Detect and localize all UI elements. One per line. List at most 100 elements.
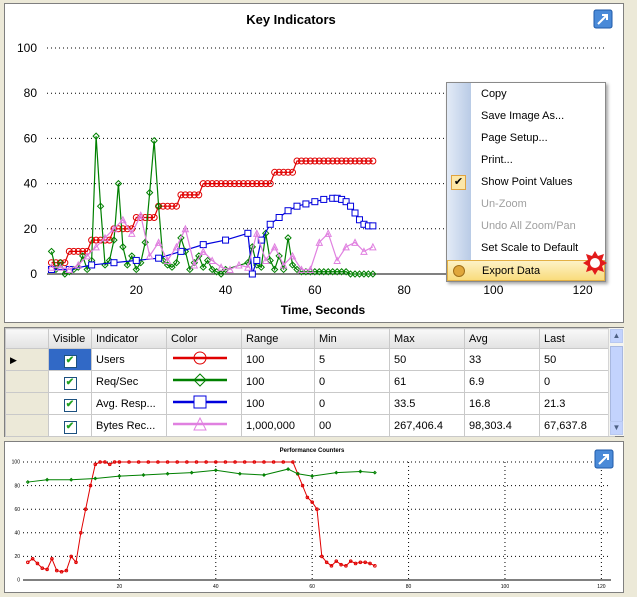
y-tick-label: 20 bbox=[14, 554, 20, 560]
data-point bbox=[351, 157, 359, 165]
data-point bbox=[293, 157, 301, 165]
row-header[interactable] bbox=[5, 370, 49, 393]
x-tick-label: 20 bbox=[130, 283, 144, 297]
table-row[interactable]: ✔ Req/Sec 100 0 61 6.9 0 bbox=[5, 370, 615, 393]
data-point bbox=[222, 180, 230, 188]
color-cell[interactable] bbox=[166, 370, 242, 393]
column-header-range[interactable]: Range bbox=[241, 328, 315, 349]
menu-item-save-image[interactable]: Save Image As... bbox=[447, 106, 605, 127]
column-header-color[interactable]: Color bbox=[166, 328, 242, 349]
data-point bbox=[93, 476, 98, 481]
data-point bbox=[208, 256, 216, 264]
visible-cell[interactable]: ✔ bbox=[48, 370, 92, 393]
last-cell: 50 bbox=[539, 348, 615, 371]
visible-cell[interactable]: ✔ bbox=[48, 414, 92, 437]
data-point bbox=[45, 567, 49, 572]
y-tick-label: 40 bbox=[14, 530, 20, 536]
visible-checkbox[interactable]: ✔ bbox=[63, 354, 77, 368]
scroll-up-icon[interactable]: ▲ bbox=[610, 329, 623, 343]
data-point bbox=[342, 157, 350, 165]
key-indicators-chart[interactable]: Key Indicators 100 80 60 40 20 0 20 40 60 80 100 1… bbox=[5, 4, 623, 322]
performance-counters-chart[interactable]: Performance Counters 100 80 60 40 20 0 20 40 60… bbox=[5, 442, 623, 592]
min-cell: 5 bbox=[314, 348, 390, 371]
data-point bbox=[175, 460, 180, 464]
column-header-min[interactable]: Min bbox=[314, 328, 390, 349]
data-point bbox=[311, 157, 319, 165]
data-point bbox=[199, 247, 208, 255]
data-point bbox=[363, 560, 367, 565]
data-point bbox=[311, 198, 319, 206]
menu-item-print[interactable]: Print... bbox=[447, 150, 605, 171]
range-cell[interactable]: 100 bbox=[241, 348, 315, 371]
scroll-thumb[interactable] bbox=[610, 346, 623, 424]
visible-checkbox[interactable]: ✔ bbox=[63, 398, 77, 412]
visible-cell[interactable]: ✔ bbox=[48, 348, 92, 371]
color-cell[interactable] bbox=[166, 392, 242, 415]
y-tick-label: 40 bbox=[24, 177, 38, 191]
column-header-max[interactable]: Max bbox=[389, 328, 465, 349]
range-cell[interactable]: 1,000,000 bbox=[241, 414, 315, 437]
menu-item-set-scale-default[interactable]: Set Scale to Default bbox=[447, 238, 605, 259]
range-cell[interactable]: 100 bbox=[241, 392, 315, 415]
table-row[interactable]: ▶ ✔ Users 100 5 50 33 50 bbox=[5, 348, 615, 371]
series-line bbox=[27, 461, 376, 573]
menu-item-export-data[interactable]: Export Data bbox=[447, 260, 605, 281]
data-point bbox=[74, 247, 82, 255]
data-point bbox=[248, 270, 256, 278]
column-header-indicator[interactable]: Indicator bbox=[91, 328, 167, 349]
column-header-visible[interactable]: Visible bbox=[48, 328, 92, 349]
data-point bbox=[338, 157, 346, 165]
visible-cell[interactable]: ✔ bbox=[48, 392, 92, 415]
avg-value: 98,303.4 bbox=[469, 419, 512, 432]
data-point bbox=[320, 554, 324, 559]
data-point bbox=[320, 195, 328, 203]
expand-icon[interactable] bbox=[593, 9, 613, 29]
avg-value: 33 bbox=[469, 353, 482, 366]
scroll-down-icon[interactable]: ▼ bbox=[610, 421, 623, 435]
data-point bbox=[334, 559, 339, 563]
data-point bbox=[79, 531, 83, 535]
data-point bbox=[324, 560, 329, 565]
data-point bbox=[163, 261, 172, 269]
max-value: 33.5 bbox=[394, 397, 416, 410]
min-value: 5 bbox=[319, 353, 326, 366]
max-cell: 61 bbox=[389, 370, 465, 393]
last-value: 21.3 bbox=[544, 397, 566, 410]
row-header[interactable] bbox=[5, 414, 49, 437]
row-header[interactable] bbox=[5, 392, 49, 415]
data-point bbox=[172, 202, 180, 210]
data-point bbox=[369, 242, 377, 251]
table-row[interactable]: ✔ Avg. Resp... 100 0 33.5 16.8 21.3 bbox=[5, 392, 615, 415]
data-point bbox=[355, 216, 363, 224]
data-point bbox=[242, 460, 247, 464]
expand-icon[interactable] bbox=[594, 449, 614, 469]
row-header[interactable]: ▶ bbox=[5, 348, 49, 371]
data-point bbox=[320, 157, 328, 165]
x-tick-label: 80 bbox=[397, 283, 411, 297]
visible-checkbox[interactable]: ✔ bbox=[63, 376, 77, 390]
data-point bbox=[342, 242, 350, 251]
color-cell[interactable] bbox=[166, 414, 242, 437]
avg-cell: 33 bbox=[464, 348, 540, 371]
range-cell[interactable]: 100 bbox=[241, 370, 315, 393]
data-point bbox=[83, 251, 91, 260]
data-point bbox=[235, 260, 243, 269]
data-point bbox=[213, 460, 218, 464]
data-point bbox=[271, 460, 276, 464]
menu-item-label: Print... bbox=[481, 154, 513, 166]
data-point bbox=[165, 460, 170, 464]
menu-item-page-setup[interactable]: Page Setup... bbox=[447, 128, 605, 149]
data-point bbox=[244, 180, 252, 188]
column-header-last[interactable]: Last bbox=[539, 328, 615, 349]
table-row[interactable]: ✔ Bytes Rec... 1,000,000 00 267,406.4 98… bbox=[5, 414, 615, 437]
color-cell[interactable] bbox=[166, 348, 242, 371]
data-point bbox=[253, 180, 261, 188]
series-marker-icon bbox=[193, 373, 207, 387]
grid-scrollbar[interactable]: ▲ ▼ bbox=[608, 328, 624, 436]
visible-checkbox[interactable]: ✔ bbox=[63, 420, 77, 434]
column-header-avg[interactable]: Avg bbox=[464, 328, 540, 349]
data-point bbox=[368, 561, 372, 566]
menu-item-copy[interactable]: Copy bbox=[447, 84, 605, 105]
data-point bbox=[117, 474, 122, 479]
menu-item-show-point-values[interactable]: ✔ Show Point Values bbox=[447, 172, 605, 193]
